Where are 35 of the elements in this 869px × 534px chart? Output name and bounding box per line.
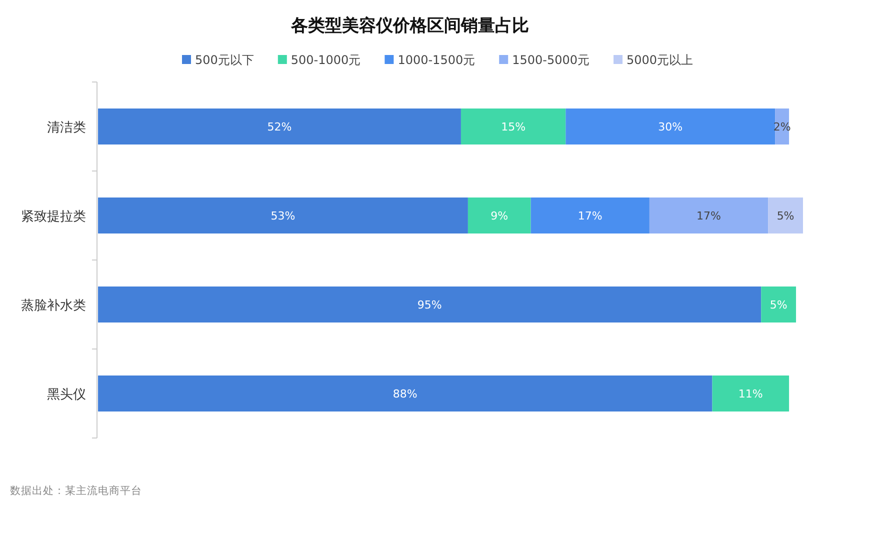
bar: [98, 286, 762, 322]
data-label: 88%: [392, 388, 418, 400]
chart-title: 各类型美容仪价格区间销量占比: [290, 16, 529, 36]
bar: [98, 108, 461, 144]
data-label: 52%: [267, 120, 292, 134]
bar: [649, 198, 768, 234]
bar: [566, 108, 776, 144]
bar: [530, 198, 650, 234]
bar: [98, 198, 468, 234]
data-label: 17%: [578, 210, 602, 222]
bar: [468, 198, 531, 234]
legend-label: 1500-5000元: [512, 53, 590, 67]
bar: [98, 376, 712, 412]
bar: [712, 376, 790, 412]
legend-label: 500-1000元: [290, 53, 361, 67]
data-label: 9%: [490, 210, 508, 222]
y-tick-label: 蒸脸补水类: [21, 298, 86, 314]
data-label: 95%: [417, 298, 442, 312]
data-label: 5%: [770, 298, 788, 312]
bar: [761, 286, 796, 322]
legend-label: 1000-1500元: [398, 53, 476, 67]
data-label: 15%: [501, 120, 526, 134]
legend-label: 5000元以上: [626, 53, 694, 67]
y-tick-label: 紧致提拉类: [21, 210, 86, 224]
y-tick-label: 黑头仪: [47, 388, 86, 402]
y-tick-label: 清洁类: [47, 120, 86, 136]
text: 数据出处：某主流电商平台: [10, 484, 142, 497]
data-label: 17%: [696, 210, 721, 222]
data-label: 11%: [738, 388, 763, 400]
bar: [768, 198, 803, 234]
data-label: 53%: [270, 210, 296, 222]
legend-label: 500元以下: [195, 53, 254, 67]
bar: [460, 108, 566, 144]
data-label: 5%: [776, 210, 794, 222]
data-label: 30%: [658, 120, 683, 134]
